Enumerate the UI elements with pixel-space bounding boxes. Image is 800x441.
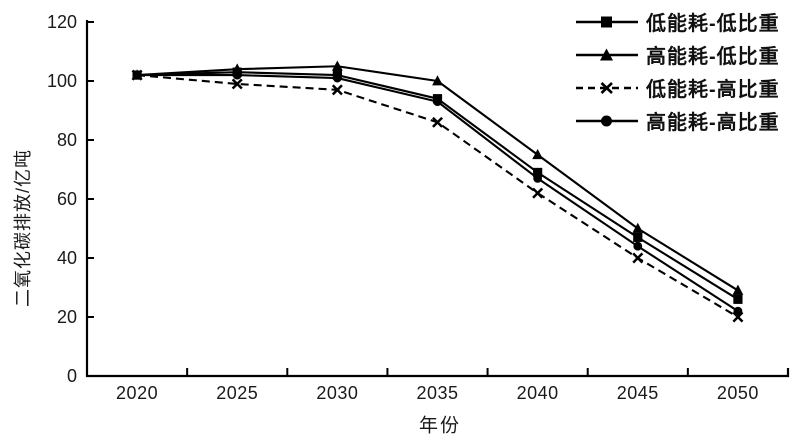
data-point-marker-circle — [132, 70, 142, 80]
data-point-marker-circle — [633, 241, 643, 251]
data-point-marker-x — [532, 187, 544, 199]
y-axis-tick-label: 40 — [57, 248, 77, 268]
solid-line-circle-marker-icon — [576, 115, 638, 126]
data-point-marker-square — [733, 294, 743, 304]
data-point-marker-circle — [232, 70, 242, 80]
x-axis-title: 年份 — [418, 415, 462, 437]
data-point-marker-triangle — [231, 63, 243, 74]
dashed-line-x-marker-icon — [576, 81, 638, 94]
data-point-marker-x — [432, 116, 443, 128]
data-point-marker-circle — [733, 306, 743, 316]
legend-label: 低能耗-高比重 — [646, 79, 780, 101]
legend-label: 高能耗-低比重 — [646, 46, 780, 68]
y-axis-tick-label: 0 — [67, 366, 77, 386]
data-point-marker-triangle — [532, 148, 544, 160]
legend-item-high-energy-high-share: 高能耗-高比重 — [576, 109, 780, 134]
data-point-marker-triangle — [432, 75, 443, 86]
data-point-marker-circle — [433, 97, 442, 107]
data-point-marker-circle — [533, 173, 543, 183]
x-axis-tick-label: 2050 — [717, 383, 759, 403]
legend-label: 低能耗-低比重 — [646, 13, 780, 35]
data-point-marker-x — [231, 78, 243, 90]
y-axis-tick-label: 60 — [57, 189, 77, 209]
y-axis-tick-label: 80 — [57, 130, 77, 150]
x-axis-tick-label: 2045 — [617, 383, 659, 403]
data-point-marker-triangle — [632, 222, 644, 233]
x-axis-tick-label: 2035 — [416, 383, 458, 403]
data-point-marker-square — [533, 167, 543, 178]
legend-item-high-energy-low-share: 高能耗-低比重 — [576, 43, 780, 68]
x-axis-tick-label: 2025 — [216, 383, 258, 403]
data-point-marker-triangle — [732, 284, 744, 295]
data-point-marker-x — [632, 252, 644, 264]
solid-line-square-marker-icon — [576, 16, 638, 27]
x-axis-tick-label: 2020 — [116, 383, 158, 403]
legend-label: 高能耗-高比重 — [646, 112, 780, 134]
y-axis-title: 二氧化碳排放/亿吨 — [13, 148, 33, 308]
data-point-marker-square — [633, 232, 643, 242]
data-point-marker-circle — [332, 73, 342, 83]
chart-legend: 低能耗-低比重 高能耗-低比重 低能耗-高比重 高能耗-高比重 — [576, 10, 780, 134]
legend-item-low-energy-high-share: 低能耗-高比重 — [576, 76, 780, 101]
y-axis-tick-label: 100 — [47, 71, 77, 91]
y-axis-tick-label: 20 — [57, 307, 77, 327]
y-axis-tick-label: 120 — [47, 12, 77, 32]
x-axis-tick-label: 2040 — [517, 383, 559, 403]
legend-item-low-energy-low-share: 低能耗-低比重 — [576, 10, 780, 35]
x-axis-tick-label: 2030 — [316, 383, 358, 403]
solid-line-triangle-marker-icon — [576, 48, 638, 60]
data-point-marker-triangle — [331, 60, 343, 71]
data-point-marker-x — [331, 84, 343, 96]
